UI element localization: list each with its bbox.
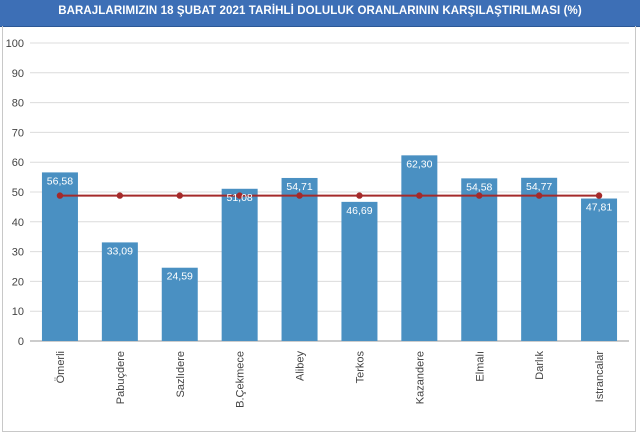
x-category-label: Ömerli xyxy=(55,351,67,383)
x-category-label: Alibey xyxy=(295,351,307,381)
chart-frame: 0 10 20 30 40 50 60 70 80 90 100 56,58 33,09 24,59 51,… xyxy=(2,26,636,432)
data-label: 33,09 xyxy=(107,245,133,257)
bar xyxy=(461,178,498,341)
y-tick-label: 90 xyxy=(12,68,24,80)
bar xyxy=(101,242,138,341)
y-tick-label: 100 xyxy=(6,38,24,50)
y-tick-label: 80 xyxy=(12,98,24,110)
y-tick-label: 60 xyxy=(12,157,24,169)
bar xyxy=(41,172,78,341)
bar xyxy=(581,198,618,341)
chart-title: BARAJLARIMIZIN 18 ŞUBAT 2021 TARİHLİ DOL… xyxy=(58,5,582,17)
line-point xyxy=(535,192,543,199)
line-point xyxy=(56,192,64,199)
y-tick-label: 0 xyxy=(18,336,24,348)
data-label: 56,58 xyxy=(47,175,73,187)
x-category-label: B.Çekmece xyxy=(235,351,247,408)
y-tick-label: 40 xyxy=(12,217,24,229)
x-category-label: Istrancalar xyxy=(594,351,606,403)
chart-title-bar: BARAJLARIMIZIN 18 ŞUBAT 2021 TARİHLİ DOL… xyxy=(0,0,640,27)
data-label: 54,58 xyxy=(466,181,492,193)
line-point xyxy=(595,192,603,199)
line-point xyxy=(476,192,483,199)
x-category-label: Terkos xyxy=(354,351,366,384)
line-point xyxy=(356,192,363,199)
y-tick-label: 70 xyxy=(12,127,24,139)
data-label: 46,69 xyxy=(346,205,372,217)
chart-canvas: 0 10 20 30 40 50 60 70 80 90 100 56,58 33,09 24,59 51,… xyxy=(6,38,629,408)
data-label: 54,77 xyxy=(526,181,552,193)
line-point xyxy=(416,192,423,199)
y-tick-label: 20 xyxy=(12,276,24,288)
x-category-label: Kazandere xyxy=(414,351,426,404)
line-point xyxy=(236,192,243,199)
y-tick-label: 10 xyxy=(12,306,24,318)
data-label: 62,30 xyxy=(406,158,432,170)
bar xyxy=(161,267,198,341)
data-label: 47,81 xyxy=(586,202,612,214)
x-category-label: Pabuçdere xyxy=(115,351,127,404)
data-label: 51,08 xyxy=(227,192,253,204)
data-label: 24,59 xyxy=(167,271,193,283)
data-label: 54,71 xyxy=(286,181,312,193)
bar xyxy=(221,188,258,341)
line-point xyxy=(176,192,183,199)
x-category-label: Sazlıdere xyxy=(175,351,187,397)
line-point xyxy=(296,192,303,199)
bar xyxy=(401,155,438,341)
bar xyxy=(281,177,318,341)
y-tick-label: 30 xyxy=(12,247,24,259)
x-category-label: Darlık xyxy=(534,351,546,380)
bar xyxy=(521,177,558,341)
line-point xyxy=(116,192,124,199)
y-tick-label: 50 xyxy=(12,187,24,199)
x-category-label: Elmalı xyxy=(474,351,486,382)
bar xyxy=(341,201,378,341)
